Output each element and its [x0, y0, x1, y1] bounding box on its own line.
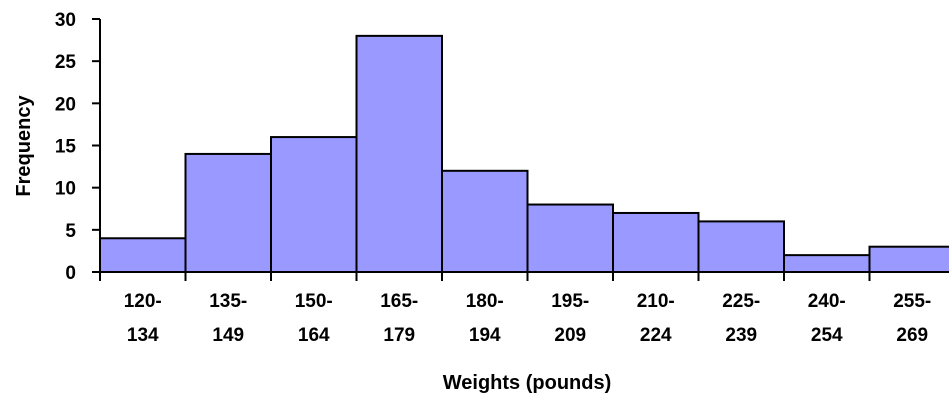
x-tick-label: 150-164 [295, 291, 333, 346]
histogram-bar [526, 203, 614, 274]
x-tick-label: 165-179 [380, 291, 418, 346]
histogram-bar [783, 254, 871, 273]
x-tick-label: 195-209 [551, 291, 589, 346]
y-tick-label: 5 [65, 221, 76, 242]
x-tick-label: 120-134 [124, 291, 162, 346]
histogram-bar [868, 245, 949, 273]
y-axis: 0 5 10 15 20 25 30 [55, 10, 101, 284]
histogram-bar [99, 237, 187, 273]
x-tick-label: 225-239 [722, 291, 760, 346]
histogram-bar [441, 169, 529, 273]
x-axis: 120-134 135-149 150-164 165-179 180-194 195-2… [99, 271, 949, 346]
y-tick-label: 25 [55, 52, 77, 73]
histogram-bar [697, 220, 785, 273]
y-tick-label: 10 [55, 179, 76, 200]
x-tick-label: 255-269 [893, 291, 931, 346]
x-tick-label: 240-254 [808, 291, 846, 346]
y-tick-label: 30 [55, 10, 76, 31]
y-axis-title: Frequency [13, 95, 35, 197]
x-tick-label: 210-224 [637, 291, 675, 346]
histogram-bar [612, 211, 700, 273]
x-tick-label: 135-149 [209, 291, 247, 346]
histogram-bar [270, 136, 358, 273]
x-axis-title: Weights (pounds) [443, 372, 612, 394]
bars-group [99, 34, 949, 274]
y-tick-label: 20 [55, 94, 76, 115]
x-tick-label: 180-194 [466, 291, 504, 346]
y-tick-label: 0 [65, 263, 76, 284]
histogram-bar [355, 34, 443, 273]
histogram-bar [184, 152, 272, 273]
y-tick-label: 15 [55, 137, 77, 158]
